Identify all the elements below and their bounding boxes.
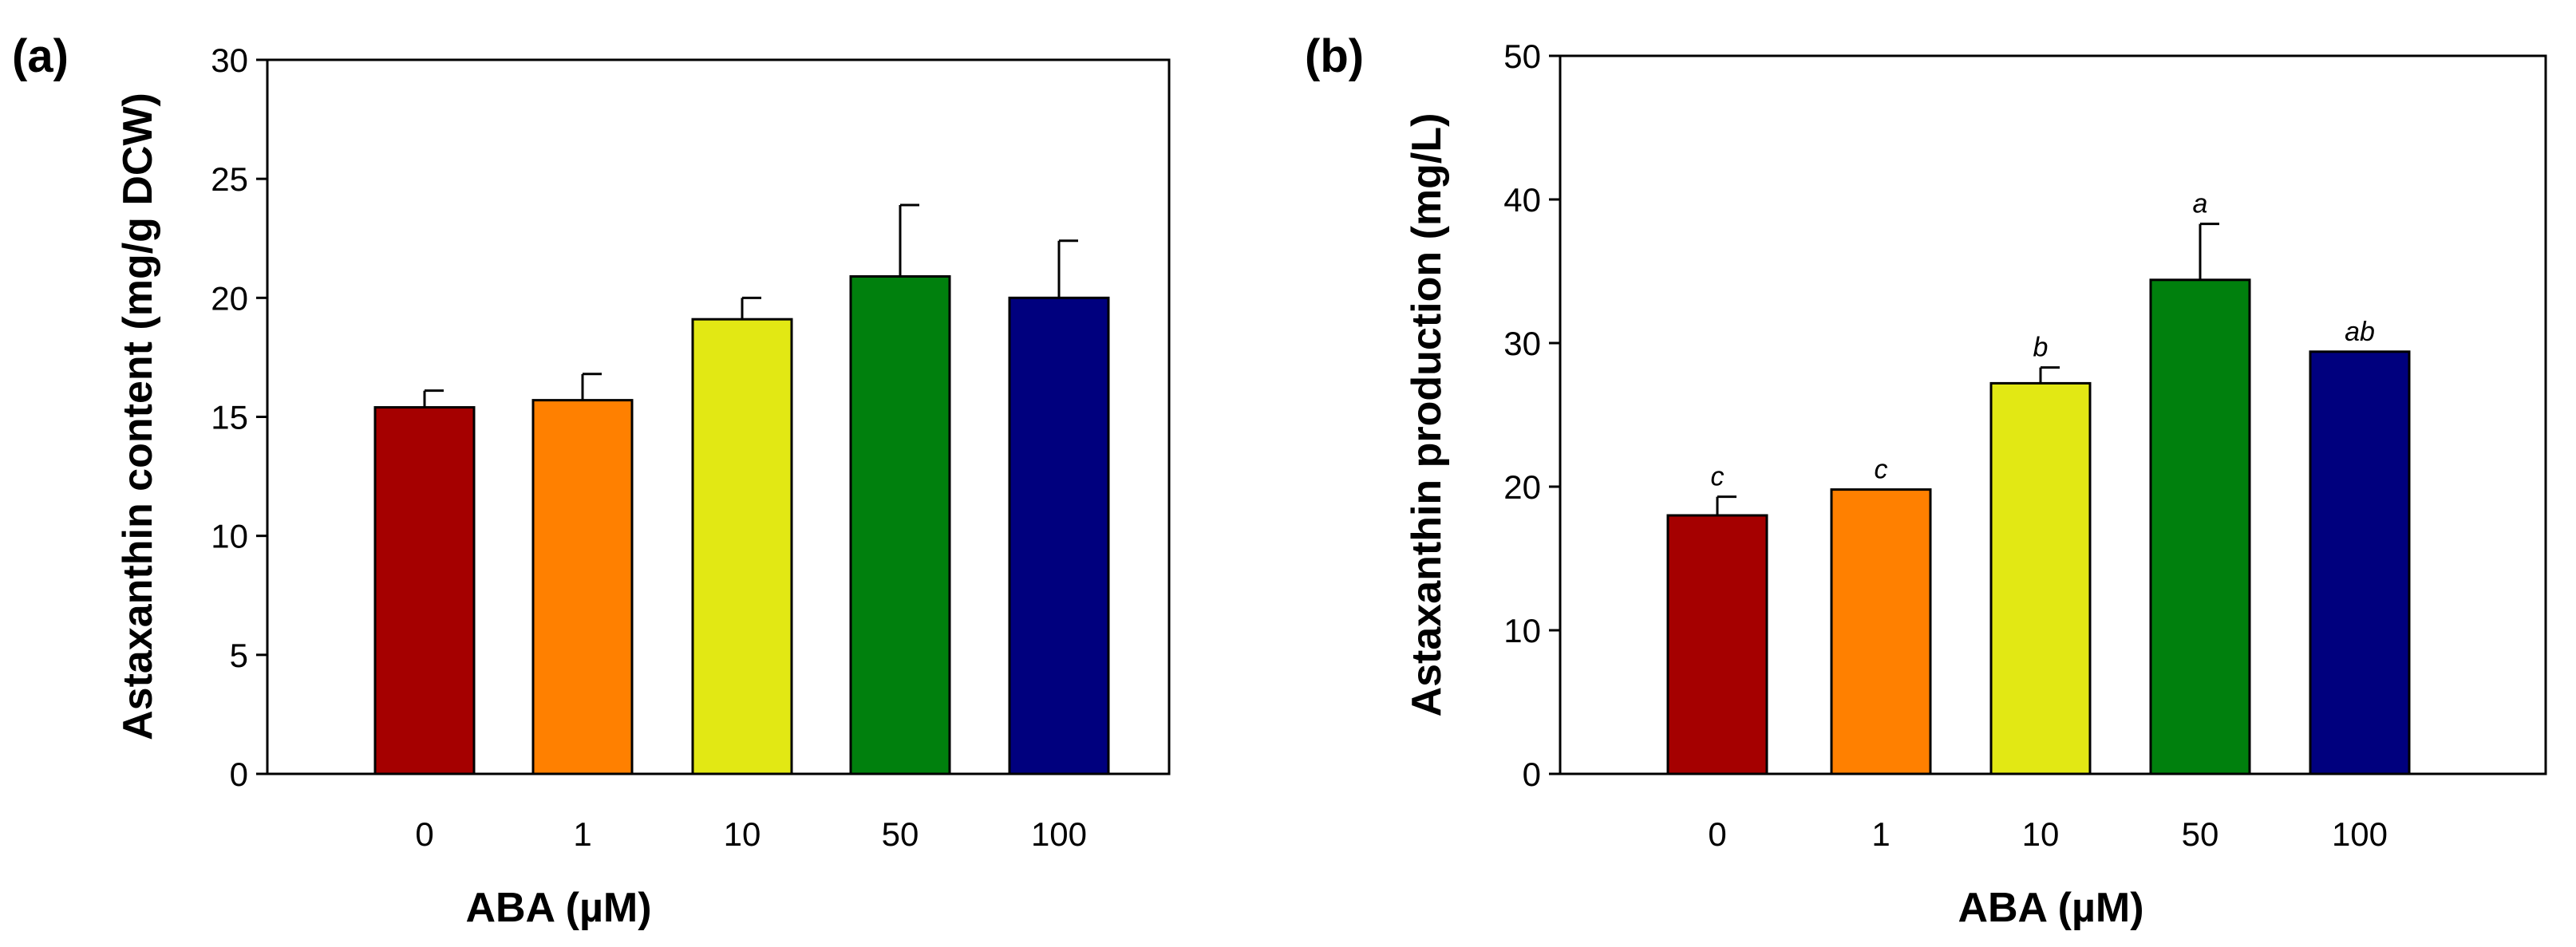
panel-b: (b) 0 10 20 30 40 50 0 c 1 c 10 b 50 a 100 ab Astaxanth…: [1305, 30, 2547, 931]
panel-b-significance-label: a: [2193, 189, 2208, 219]
panel-a-x-axis-title: ABA (µM): [465, 885, 651, 931]
panel-a-y-axis-title: Astaxanthin content (mg/g DCW): [115, 93, 161, 740]
panel-b-y-tick-label: 50: [1503, 37, 1541, 75]
panel-b-y-tick-label: 30: [1503, 325, 1541, 362]
panel-b-label: (b): [1305, 30, 1364, 82]
panel-b-significance-label: ab: [2345, 317, 2375, 347]
panel-a-bar: [531, 399, 634, 775]
panel-b-significance-label: c: [1711, 462, 1725, 492]
panel-a-x-tick-label: 0: [415, 815, 433, 853]
panel-b-y-tick-label: 20: [1503, 468, 1541, 506]
panel-a-x-tick-label: 10: [724, 815, 761, 853]
panel-b-bar: [1830, 488, 1932, 775]
panel-b-bar: [2149, 278, 2251, 775]
panel-b-marks: 0 10 20 30 40 50 0 c 1 c 10 b 50 a 100 ab: [1503, 37, 2411, 853]
panel-a: (a) 0 5 10 15 20 25 30 0 1 10 50 100 Astaxanthin co…: [12, 30, 1171, 931]
panel-a-y-tick-label: 5: [230, 637, 248, 674]
panel-a-x-tick-label: 1: [573, 815, 591, 853]
panel-a-x-tick-label: 100: [1031, 815, 1087, 853]
panel-a-bar: [849, 274, 951, 775]
panel-b-x-tick-label: 50: [2182, 815, 2219, 853]
panel-a-y-tick-label: 15: [211, 399, 248, 436]
panel-b-x-tick-label: 1: [1871, 815, 1890, 853]
panel-a-y-tick-label: 30: [211, 41, 248, 79]
panel-a-bar: [1008, 296, 1110, 775]
panel-b-x-tick-label: 0: [1708, 815, 1726, 853]
panel-b-x-tick-label: 10: [2022, 815, 2060, 853]
panel-a-bar: [691, 318, 793, 775]
panel-b-bar: [1666, 514, 1768, 775]
panel-a-y-tick-label: 10: [211, 518, 248, 555]
panel-a-marks: 0 5 10 15 20 25 30 0 1 10 50 100: [211, 41, 1110, 853]
panel-a-bar: [373, 406, 476, 775]
panel-a-y-tick-label: 0: [230, 756, 248, 793]
panel-a-label: (a): [12, 30, 69, 82]
panel-b-bar: [2309, 350, 2411, 775]
panel-b-y-tick-label: 10: [1503, 612, 1541, 649]
panel-b-x-tick-label: 100: [2332, 815, 2388, 853]
panel-a-y-tick-label: 20: [211, 279, 248, 317]
panel-a-y-tick-label: 25: [211, 160, 248, 198]
panel-b-significance-label: c: [1875, 455, 1888, 485]
panel-b-y-tick-label: 0: [1523, 756, 1541, 793]
panel-b-y-tick-label: 40: [1503, 181, 1541, 219]
panel-b-y-axis-title: Astaxanthin production (mg/L): [1404, 113, 1450, 717]
panel-b-significance-label: b: [2033, 333, 2049, 363]
panel-a-x-tick-label: 50: [882, 815, 919, 853]
panel-b-x-axis-title: ABA (µM): [1958, 885, 2143, 931]
panel-b-bar: [1989, 381, 2092, 775]
